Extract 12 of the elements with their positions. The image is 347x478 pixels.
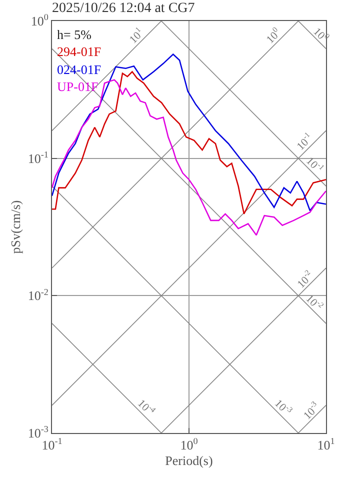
x-axis-title: Period(s) [165,453,213,468]
y-tick-label: 10$^{-2}$ [28,286,49,304]
series-label: 294-01F [57,44,102,59]
series-label: UP-01F [57,79,98,94]
chart-title: 2025/10/26 12:04 at CG7 [52,1,195,16]
series-label: 024-01F [57,62,102,77]
y-tick-label: 10$^{0}$ [30,12,49,29]
x-tick-label: 10$^{0}$ [180,436,198,453]
x-tick-label: 10$^{1}$ [317,436,335,453]
y-tick-label: 10$^{-1}$ [28,149,48,166]
annotation: h= 5% [57,27,92,42]
y-axis-title: pSv(cm/s) [8,200,23,254]
